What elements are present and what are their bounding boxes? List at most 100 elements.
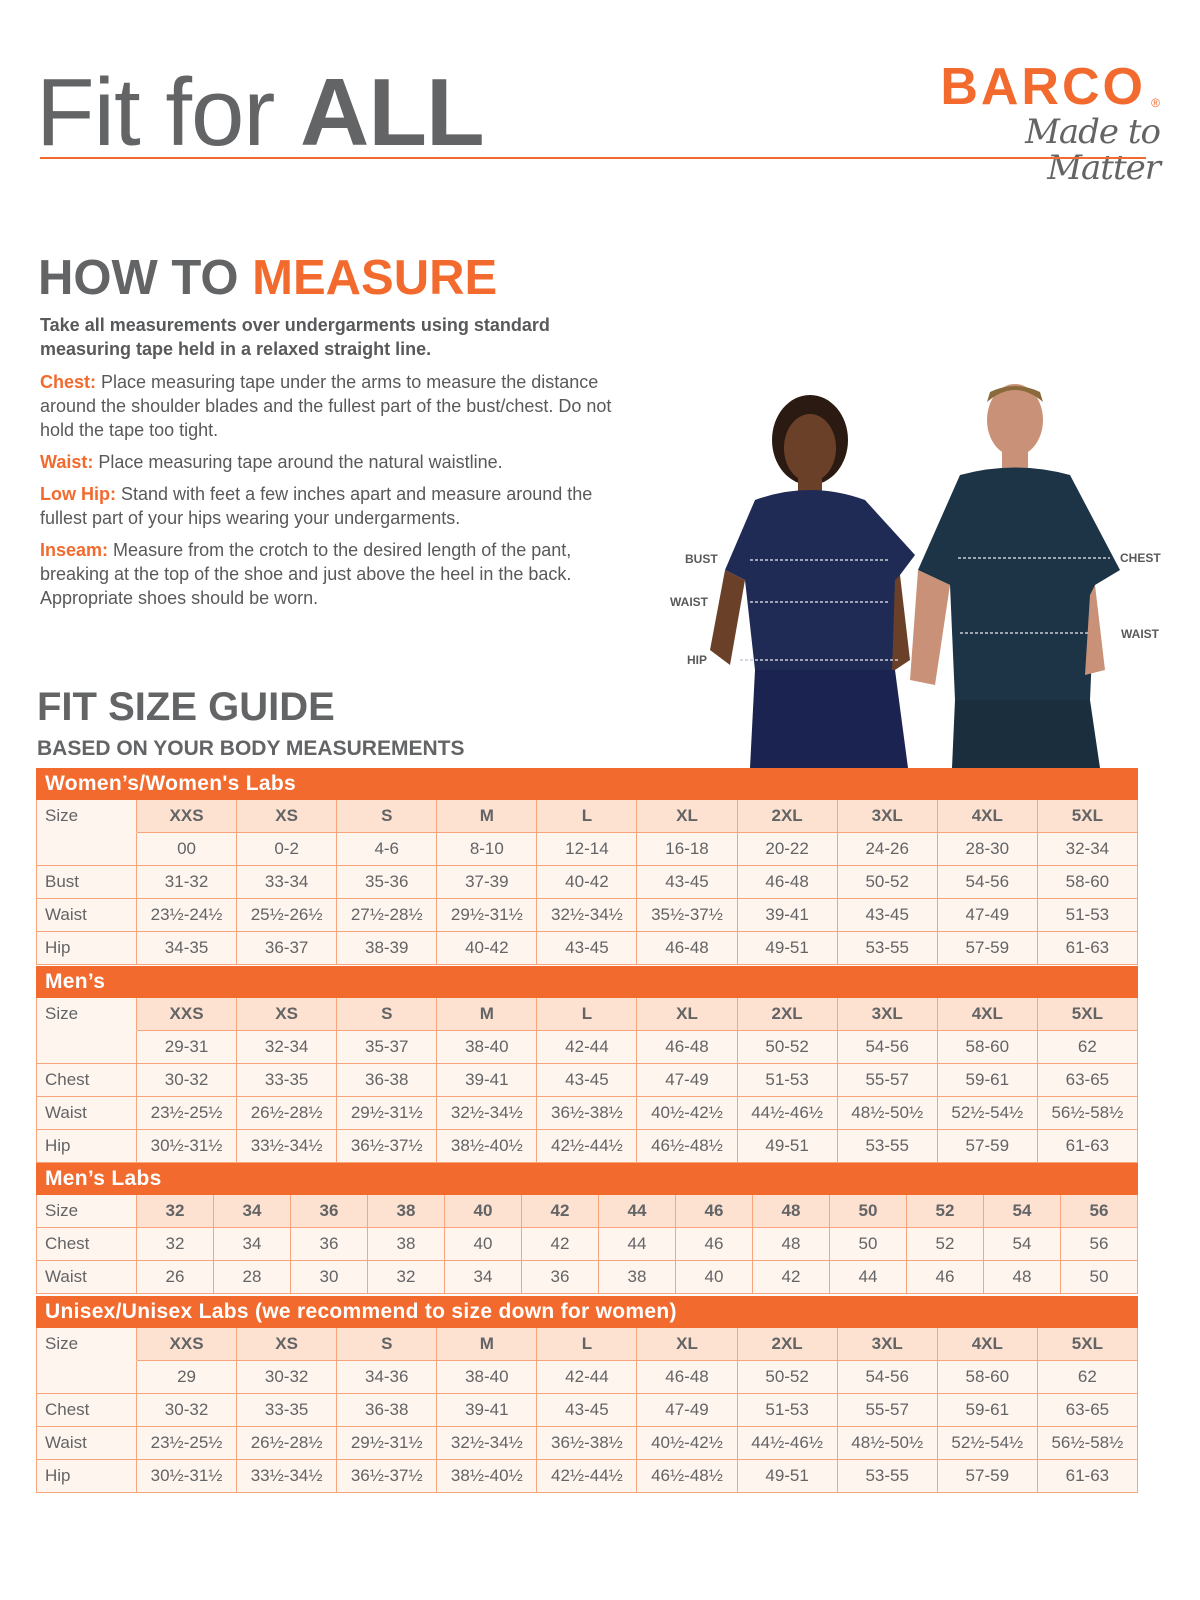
table-cell: 23½-25½ bbox=[137, 1097, 238, 1130]
table-cell: 34-36 bbox=[337, 1361, 438, 1394]
size-header-cell: XS bbox=[237, 998, 338, 1031]
size-header-cell: M bbox=[437, 800, 538, 833]
table-cell: 48 bbox=[984, 1261, 1061, 1294]
size-header-cell: 48 bbox=[753, 1195, 830, 1228]
size-table-unisex: Size XXS XS S M L XL 2XL 3XL 4XL 5XL 29 30-32 34-36 38… bbox=[36, 1328, 1138, 1493]
row-label: Waist bbox=[37, 1427, 137, 1460]
table-cell: 50-52 bbox=[837, 866, 938, 899]
table-cell: 30-32 bbox=[137, 1394, 238, 1427]
title-part1: HOW TO bbox=[38, 251, 253, 305]
table-cell: 29½-31½ bbox=[337, 1097, 438, 1130]
row-label: Waist bbox=[37, 1261, 137, 1294]
table-row-waist: Waist 26 28 30 32 34 36 38 40 42 44 46 48 50 bbox=[37, 1261, 1138, 1294]
table-cell: 51-53 bbox=[1037, 899, 1138, 932]
instruction-chest: Chest: Place measuring tape under the ar… bbox=[40, 370, 620, 442]
table-cell: 29½-31½ bbox=[337, 1427, 438, 1460]
table-cell: 30-32 bbox=[237, 1361, 338, 1394]
table-cell: 50-52 bbox=[737, 1031, 838, 1064]
table-cell: 40-42 bbox=[537, 866, 638, 899]
size-header-cell: 4XL bbox=[937, 998, 1038, 1031]
table-cell: 35-36 bbox=[337, 866, 438, 899]
table-cell: 53-55 bbox=[837, 1460, 938, 1493]
size-header-cell: 52 bbox=[907, 1195, 984, 1228]
table-cell: 40½-42½ bbox=[637, 1097, 738, 1130]
table-cell: 32 bbox=[137, 1228, 214, 1261]
table-cell: 34 bbox=[445, 1261, 522, 1294]
size-header-cell: 3XL bbox=[837, 800, 938, 833]
row-label: Size bbox=[37, 1195, 137, 1228]
table-cell: 26 bbox=[137, 1261, 214, 1294]
waist-label-men: WAIST bbox=[1121, 627, 1160, 641]
fit-size-guide-title: FIT SIZE GUIDE bbox=[37, 685, 335, 729]
size-header-cell: M bbox=[437, 1328, 538, 1361]
table-cell: 57-59 bbox=[937, 932, 1038, 965]
table-cell: 29½-31½ bbox=[437, 899, 538, 932]
table-row-chest: Chest 32 34 36 38 40 42 44 46 48 50 52 54 56 bbox=[37, 1228, 1138, 1261]
table-cell: 42½-44½ bbox=[537, 1460, 638, 1493]
table-row-hip: Hip 30½-31½ 33½-34½ 36½-37½ 38½-40½ 42½-44½ 46… bbox=[37, 1460, 1138, 1493]
size-row: Size XXS XS S M L XL 2XL 3XL 4XL 5XL bbox=[37, 998, 1138, 1031]
instruction-text: Place measuring tape under the arms to m… bbox=[40, 372, 612, 440]
instruction-inseam: Inseam: Measure from the crotch to the d… bbox=[40, 538, 620, 610]
table-cell: 42 bbox=[522, 1228, 599, 1261]
waist-label-women: WAIST bbox=[670, 595, 709, 609]
table-cell: 33½-34½ bbox=[237, 1130, 338, 1163]
table-cell: 55-57 bbox=[837, 1394, 938, 1427]
table-cell: 23½-25½ bbox=[137, 1427, 238, 1460]
table-row-waist: Waist 23½-25½ 26½-28½ 29½-31½ 32½-34½ 36½-38½… bbox=[37, 1097, 1138, 1130]
how-to-measure-title: HOW TO MEASURE bbox=[38, 250, 497, 306]
table-cell: 54-56 bbox=[937, 866, 1038, 899]
row-label: Size bbox=[37, 800, 137, 833]
table-cell: 38-39 bbox=[337, 932, 438, 965]
barco-logo: BARCO ® Made to Matter bbox=[940, 60, 1161, 186]
table-cell: 54-56 bbox=[837, 1031, 938, 1064]
table-cell: 23½-24½ bbox=[137, 899, 238, 932]
table-cell: 12-14 bbox=[537, 833, 638, 866]
instruction-key: Low Hip: bbox=[40, 484, 116, 504]
registered-mark: ® bbox=[1151, 96, 1160, 110]
instruction-key: Inseam: bbox=[40, 540, 109, 560]
table-cell: 34-35 bbox=[137, 932, 238, 965]
table-cell: 39-41 bbox=[437, 1394, 538, 1427]
row-label: Waist bbox=[37, 899, 137, 932]
table-row-hip: Hip 34-35 36-37 38-39 40-42 43-45 46-48 49-51 53… bbox=[37, 932, 1138, 965]
size-header-cell: 54 bbox=[984, 1195, 1061, 1228]
table-cell: 27½-28½ bbox=[337, 899, 438, 932]
table-cell: 42-44 bbox=[537, 1361, 638, 1394]
table-row-waist: Waist 23½-25½ 26½-28½ 29½-31½ 32½-34½ 36½-38½… bbox=[37, 1427, 1138, 1460]
numeric-size-row: 29 30-32 34-36 38-40 42-44 46-48 50-52 54-56 58-… bbox=[37, 1361, 1138, 1394]
section-header-unisex: Unisex/Unisex Labs (we recommend to size… bbox=[36, 1296, 1138, 1328]
table-cell: 58-60 bbox=[937, 1031, 1038, 1064]
table-cell: 36½-38½ bbox=[537, 1097, 638, 1130]
table-cell: 36 bbox=[291, 1228, 368, 1261]
table-cell: 52½-54½ bbox=[937, 1097, 1038, 1130]
row-label bbox=[37, 833, 137, 866]
table-row-hip: Hip 30½-31½ 33½-34½ 36½-37½ 38½-40½ 42½-44½ 46… bbox=[37, 1130, 1138, 1163]
table-cell: 49-51 bbox=[737, 932, 838, 965]
size-header-cell: XS bbox=[237, 800, 338, 833]
table-cell: 33-35 bbox=[237, 1394, 338, 1427]
table-cell: 30½-31½ bbox=[137, 1460, 238, 1493]
size-header-cell: 3XL bbox=[837, 1328, 938, 1361]
table-cell: 48 bbox=[753, 1228, 830, 1261]
size-header-cell: 3XL bbox=[837, 998, 938, 1031]
table-cell: 0-2 bbox=[237, 833, 338, 866]
instruction-low-hip: Low Hip: Stand with feet a few inches ap… bbox=[40, 482, 620, 530]
table-cell: 40 bbox=[676, 1261, 753, 1294]
table-cell: 33½-34½ bbox=[237, 1460, 338, 1493]
size-header-cell: M bbox=[437, 998, 538, 1031]
size-header-cell: 2XL bbox=[737, 1328, 838, 1361]
row-label bbox=[37, 1031, 137, 1064]
table-cell: 47-49 bbox=[937, 899, 1038, 932]
row-label bbox=[37, 1361, 137, 1394]
table-cell: 44½-46½ bbox=[737, 1427, 838, 1460]
size-table-men: Size XXS XS S M L XL 2XL 3XL 4XL 5XL 29-31 32-34 35-3… bbox=[36, 998, 1138, 1163]
table-cell: 38 bbox=[368, 1228, 445, 1261]
table-cell: 42 bbox=[753, 1261, 830, 1294]
table-cell: 55-57 bbox=[837, 1064, 938, 1097]
table-cell: 38 bbox=[599, 1261, 676, 1294]
table-cell: 28-30 bbox=[937, 833, 1038, 866]
table-cell: 46-48 bbox=[637, 1031, 738, 1064]
table-cell: 40 bbox=[445, 1228, 522, 1261]
table-cell: 36½-38½ bbox=[537, 1427, 638, 1460]
